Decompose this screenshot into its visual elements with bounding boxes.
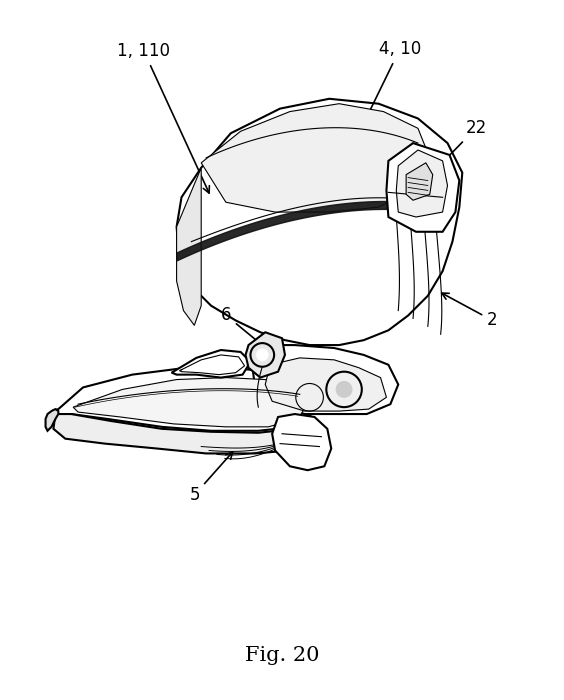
Text: 6: 6 — [221, 307, 265, 347]
Text: 4, 10: 4, 10 — [361, 41, 421, 129]
Polygon shape — [265, 358, 386, 411]
Polygon shape — [177, 168, 201, 326]
Circle shape — [336, 382, 352, 398]
Polygon shape — [46, 409, 58, 430]
Polygon shape — [54, 414, 315, 454]
Text: 2: 2 — [442, 293, 497, 330]
Polygon shape — [396, 150, 447, 217]
Polygon shape — [272, 414, 331, 470]
Polygon shape — [406, 163, 433, 200]
Polygon shape — [386, 143, 459, 232]
Text: 22: 22 — [431, 119, 487, 174]
Polygon shape — [245, 332, 285, 377]
Polygon shape — [177, 99, 462, 345]
Polygon shape — [51, 368, 315, 430]
Polygon shape — [171, 350, 250, 377]
Polygon shape — [201, 104, 430, 212]
Text: 5: 5 — [190, 452, 232, 504]
Circle shape — [257, 349, 268, 360]
Polygon shape — [253, 345, 398, 414]
Polygon shape — [73, 377, 307, 427]
Text: Fig. 20: Fig. 20 — [245, 646, 319, 665]
Text: 1, 110: 1, 110 — [117, 43, 209, 193]
